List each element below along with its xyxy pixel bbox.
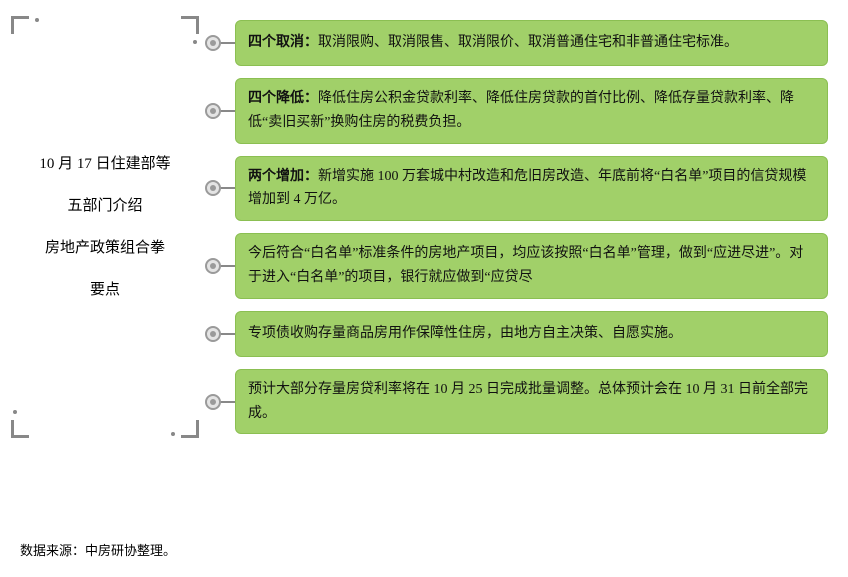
card-bold-label: 四个取消： [248,35,318,50]
left-line: 五部门介绍 [39,185,170,227]
bracket-dot [171,432,175,436]
item-row: 预计大部分存量房贷利率将在 10 月 25 日完成批量调整。总体预计会在 10 … [205,369,828,435]
card-text: 专项债收购存量商品房用作保障性住房，由地方自主决策、自愿实施。 [248,326,682,341]
card-bold-label: 两个增加： [248,169,318,184]
right-panel: 四个取消：取消限购、取消限售、取消限价、取消普通住宅和非普通住宅标准。四个降低：… [205,20,828,434]
item-row: 今后符合“白名单”标准条件的房地产项目，均应该按照“白名单”管理，做到“应进尽进… [205,233,828,299]
bracket-dot [193,40,197,44]
data-source: 数据来源：中房研协整理。 [20,540,176,559]
card-bold-label: 四个降低： [248,91,318,106]
item-row: 四个降低：降低住房公积金贷款利率、降低住房贷款的首付比例、降低存量贷款利率、降低… [205,78,828,144]
bracket-corner-br [181,420,199,438]
card-text: 取消限购、取消限售、取消限价、取消普通住宅和非普通住宅标准。 [318,35,738,50]
left-line: 要点 [39,269,170,311]
card-text: 今后符合“白名单”标准条件的房地产项目，均应该按照“白名单”管理，做到“应进尽进… [248,246,803,285]
left-line: 房地产政策组合拳 [39,227,170,269]
connector-icon [205,258,235,274]
bracket-corner-bl [11,420,29,438]
policy-card: 今后符合“白名单”标准条件的房地产项目，均应该按照“白名单”管理，做到“应进尽进… [235,233,828,299]
item-row: 两个增加：新增实施 100 万套城中村改造和危旧房改造、年底前将“白名单”项目的… [205,156,828,222]
card-text: 降低住房公积金贷款利率、降低住房贷款的首付比例、降低存量贷款利率、降低“卖旧买新… [248,91,794,130]
policy-card: 两个增加：新增实施 100 万套城中村改造和危旧房改造、年底前将“白名单”项目的… [235,156,828,222]
policy-card: 专项债收购存量商品房用作保障性住房，由地方自主决策、自愿实施。 [235,311,828,357]
connector-icon [205,180,235,196]
bracket-dot [13,410,17,414]
connector-icon [205,394,235,410]
item-row: 专项债收购存量商品房用作保障性住房，由地方自主决策、自愿实施。 [205,311,828,357]
left-line: 10 月 17 日住建部等 [39,143,170,185]
policy-card: 四个取消：取消限购、取消限售、取消限价、取消普通住宅和非普通住宅标准。 [235,20,828,66]
bracket-dot [35,18,39,22]
connector-icon [205,326,235,342]
bracket-corner-tr [181,16,199,34]
policy-card: 预计大部分存量房贷利率将在 10 月 25 日完成批量调整。总体预计会在 10 … [235,369,828,435]
card-text: 预计大部分存量房贷利率将在 10 月 25 日完成批量调整。总体预计会在 10 … [248,382,808,421]
bracket-corner-tl [11,16,29,34]
left-title: 10 月 17 日住建部等 五部门介绍 房地产政策组合拳 要点 [39,143,170,311]
connector-icon [205,35,235,51]
diagram-root: 10 月 17 日住建部等 五部门介绍 房地产政策组合拳 要点 四个取消：取消限… [15,20,828,434]
policy-card: 四个降低：降低住房公积金贷款利率、降低住房贷款的首付比例、降低存量贷款利率、降低… [235,78,828,144]
left-panel: 10 月 17 日住建部等 五部门介绍 房地产政策组合拳 要点 [15,20,195,434]
connector-icon [205,103,235,119]
card-text: 新增实施 100 万套城中村改造和危旧房改造、年底前将“白名单”项目的信贷规模增… [248,169,806,208]
item-row: 四个取消：取消限购、取消限售、取消限价、取消普通住宅和非普通住宅标准。 [205,20,828,66]
